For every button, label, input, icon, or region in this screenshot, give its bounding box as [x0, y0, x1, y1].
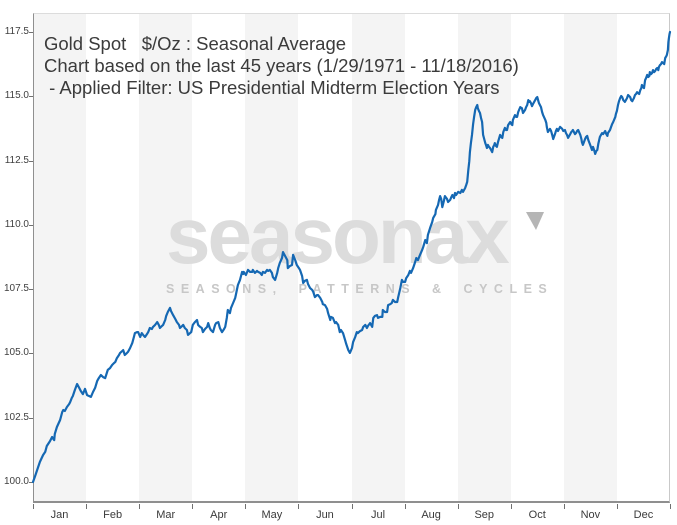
y-axis-tick — [29, 289, 33, 291]
y-axis-label: 102.5 — [3, 411, 29, 423]
y-axis-tick — [29, 417, 33, 419]
y-axis-label: 112.5 — [4, 154, 29, 166]
watermark-tagline-text: SEASONS, PATTERNS & CYCLES — [166, 282, 554, 296]
month-label-may: May — [261, 509, 283, 521]
month-band-nov — [563, 13, 617, 503]
month-label-jul: Jul — [371, 509, 386, 521]
x-axis-tick — [510, 504, 512, 509]
x-axis-tick — [245, 504, 247, 509]
x-axis-tick — [670, 504, 671, 509]
month-band-dec — [616, 13, 670, 503]
watermark-brand-text: seasonax — [166, 191, 510, 280]
y-axis-tick — [29, 353, 33, 355]
watermark-triangle-icon — [526, 212, 544, 230]
chart-subtitle: Chart based on the last 45 years (1/29/1… — [44, 55, 519, 76]
y-axis-tick — [29, 31, 33, 33]
chart-title: Gold Spot $/Oz : Seasonal Average — [44, 33, 347, 54]
month-band-jun — [298, 13, 352, 503]
x-axis-tick — [33, 504, 34, 509]
seasonal-average-line — [31, 30, 672, 484]
y-axis-tick — [29, 160, 33, 162]
y-axis-label: 107.5 — [3, 283, 29, 295]
month-label-apr: Apr — [210, 509, 228, 521]
y-axis-tick — [29, 482, 33, 483]
chart-filter-note: - Applied Filter: US Presidential Midter… — [44, 77, 500, 98]
month-label-aug: Aug — [421, 509, 441, 521]
month-band-oct — [510, 13, 564, 503]
month-band-feb — [86, 13, 140, 503]
y-axis-tick — [29, 96, 33, 98]
x-axis-tick — [457, 504, 459, 509]
y-axis-label: 105.0 — [3, 347, 29, 359]
month-label-dec: Dec — [633, 509, 654, 521]
month-band-jul — [351, 13, 405, 503]
y-axis-label: 110.0 — [4, 218, 29, 230]
x-axis-tick — [298, 504, 300, 509]
y-axis-label: 100.0 — [3, 476, 29, 487]
x-axis-tick — [192, 504, 194, 509]
x-axis-tick — [563, 504, 565, 509]
month-label-jan: Jan — [50, 509, 69, 521]
y-axis-tick — [29, 224, 33, 226]
plot-frame — [33, 13, 670, 503]
x-axis-tick — [139, 504, 141, 509]
month-label-nov: Nov — [580, 509, 601, 521]
y-axis-label: 115.0 — [4, 90, 29, 102]
month-band-aug — [404, 13, 458, 503]
month-label-sep: Sep — [474, 509, 495, 521]
month-label-jun: Jun — [316, 509, 334, 521]
x-axis-tick — [404, 504, 406, 509]
chart-title-block: Gold Spot $/Oz : Seasonal Average Chart b… — [44, 33, 519, 99]
x-axis-tick — [351, 504, 353, 509]
month-band-apr — [192, 13, 246, 503]
month-bands — [33, 13, 670, 503]
month-label-mar: Mar — [156, 509, 176, 521]
month-band-sep — [457, 13, 511, 503]
x-axis-tick — [616, 504, 618, 509]
month-label-oct: Oct — [528, 509, 546, 521]
month-band-may — [245, 13, 299, 503]
x-axis-tick — [86, 504, 88, 509]
month-label-feb: Feb — [103, 509, 123, 521]
y-axis-label: 117.5 — [4, 25, 29, 37]
month-band-mar — [139, 13, 193, 503]
